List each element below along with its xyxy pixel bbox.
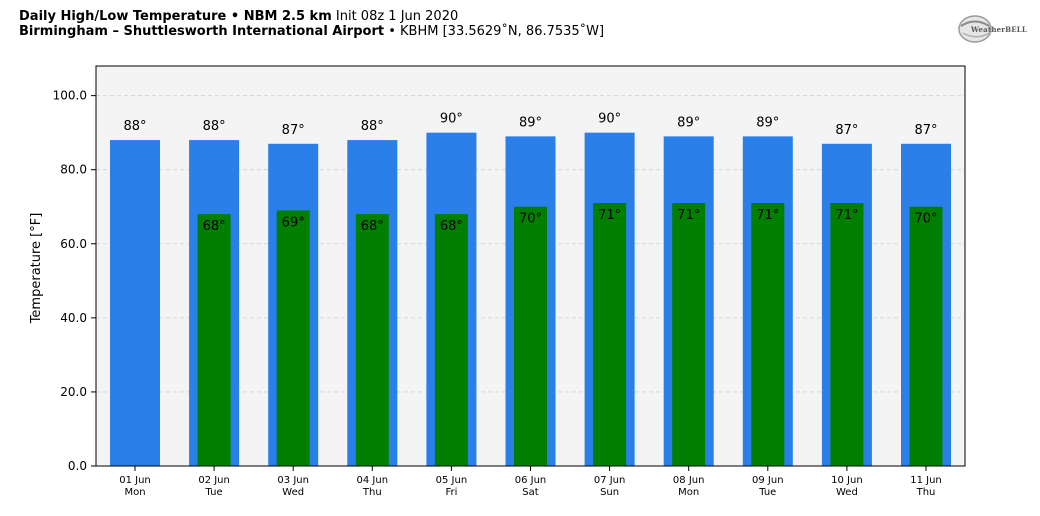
logo-text: WeatherBELL [971,25,1028,34]
x-tick-weekday: Mon [124,487,145,498]
high-label: 89° [756,115,779,130]
location-name: Birmingham – Shuttlesworth International… [19,24,385,39]
low-label: 70° [914,212,937,227]
low-label: 71° [598,208,621,223]
y-tick-label: 20.0 [60,385,87,399]
high-label: 87° [914,123,937,138]
x-tick-date: 01 Jun [119,475,151,486]
y-axis-title: Temperature [°F] [29,213,44,325]
x-tick-date: 02 Jun [198,475,230,486]
low-bar [355,214,389,466]
low-bar [197,214,231,466]
high-label: 90° [598,112,621,127]
x-tick-date: 10 Jun [831,475,863,486]
weatherbell-logo: WeatherBELL [957,13,1027,45]
chart-header: Daily High/Low Temperature • NBM 2.5 km … [19,9,604,39]
x-tick-weekday: Mon [678,487,699,498]
low-label: 70° [519,212,542,227]
low-label: 69° [282,215,305,230]
bar-labels: 88° 88° 68° 87° 69° 88° 68° 90° 68° 89° 70° 90° 71° 8… [123,112,937,234]
x-tick-weekday: Sat [522,487,538,498]
x-tick-weekday: Tue [758,487,776,498]
low-label: 71° [756,208,779,223]
x-tick-weekday: Wed [282,487,304,498]
bars [110,132,951,467]
low-bar [593,203,627,466]
x-tick-weekday: Thu [916,487,936,498]
y-axis: 0.0 20.0 40.0 60.0 80.0 100.0 [53,89,96,473]
high-label: 89° [677,115,700,130]
high-label: 87° [282,123,305,138]
low-label: 71° [835,208,858,223]
x-tick-date: 06 Jun [515,475,547,486]
y-tick-label: 80.0 [60,163,87,177]
high-label: 89° [519,115,542,130]
high-label: 88° [361,119,384,134]
init-time: Init 08z 1 Jun 2020 [335,9,459,24]
y-tick-label: 100.0 [53,89,87,103]
x-tick-weekday: Thu [362,487,382,498]
high-label: 87° [835,123,858,138]
x-tick-weekday: Tue [205,487,223,498]
low-label: 68° [203,219,226,234]
high-label: 88° [203,119,226,134]
x-tick-date: 05 Jun [436,475,468,486]
y-tick-label: 40.0 [60,311,87,325]
low-bar [909,206,943,467]
chart-title: Daily High/Low Temperature • NBM 2.5 km [19,9,332,24]
x-tick-date: 11 Jun [910,475,942,486]
low-bar [276,210,310,466]
x-tick-date: 03 Jun [277,475,309,486]
high-label: 90° [440,112,463,127]
x-tick-weekday: Fri [445,487,457,498]
low-label: 68° [440,219,463,234]
low-bar [672,203,706,466]
x-tick-date: 07 Jun [594,475,626,486]
x-tick-weekday: Wed [836,487,858,498]
y-tick-label: 0.0 [68,459,87,473]
location-coords: • KBHM [33.5629˚N, 86.7535˚W] [388,24,605,39]
title-line: Daily High/Low Temperature • NBM 2.5 km … [19,9,604,24]
x-tick-weekday: Sun [600,487,619,498]
high-label: 88° [123,119,146,134]
low-bar [434,214,468,466]
x-tick-date: 09 Jun [752,475,784,486]
low-bar [514,206,547,467]
logo-swoosh-icon [958,15,992,43]
x-tick-date: 08 Jun [673,475,705,486]
low-label: 71° [677,208,700,223]
low-label: 68° [361,219,384,234]
y-tick-label: 60.0 [60,237,87,251]
low-bar [751,203,785,466]
high-bar [110,140,160,466]
x-tick-date: 04 Jun [357,475,389,486]
low-bar [830,203,864,466]
location-line: Birmingham – Shuttlesworth International… [19,24,604,39]
